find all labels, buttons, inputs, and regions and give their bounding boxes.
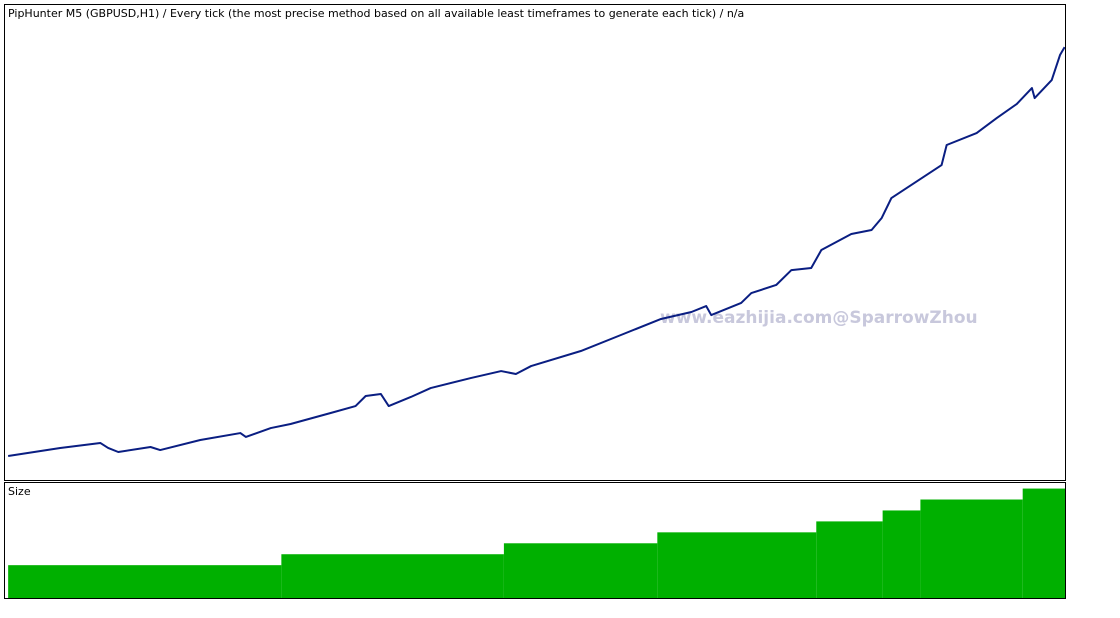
size-step [882, 510, 921, 598]
size-step [657, 532, 817, 598]
size-step [816, 521, 883, 598]
main-frame [4, 4, 1066, 481]
size-step [8, 565, 282, 598]
panel-title: Size [8, 485, 31, 498]
size-step [1022, 488, 1066, 598]
size-step [503, 543, 658, 598]
size-step [281, 554, 504, 598]
equity-line [7, 46, 1066, 458]
marks [7, 46, 1066, 598]
watermark: www.eazhijia.com@SparrowZhou [660, 308, 978, 328]
size-frame [4, 482, 1066, 599]
chart-title: PipHunter M5 (GBPUSD,H1) / Every tick (t… [8, 7, 744, 20]
size-step [920, 499, 1023, 598]
